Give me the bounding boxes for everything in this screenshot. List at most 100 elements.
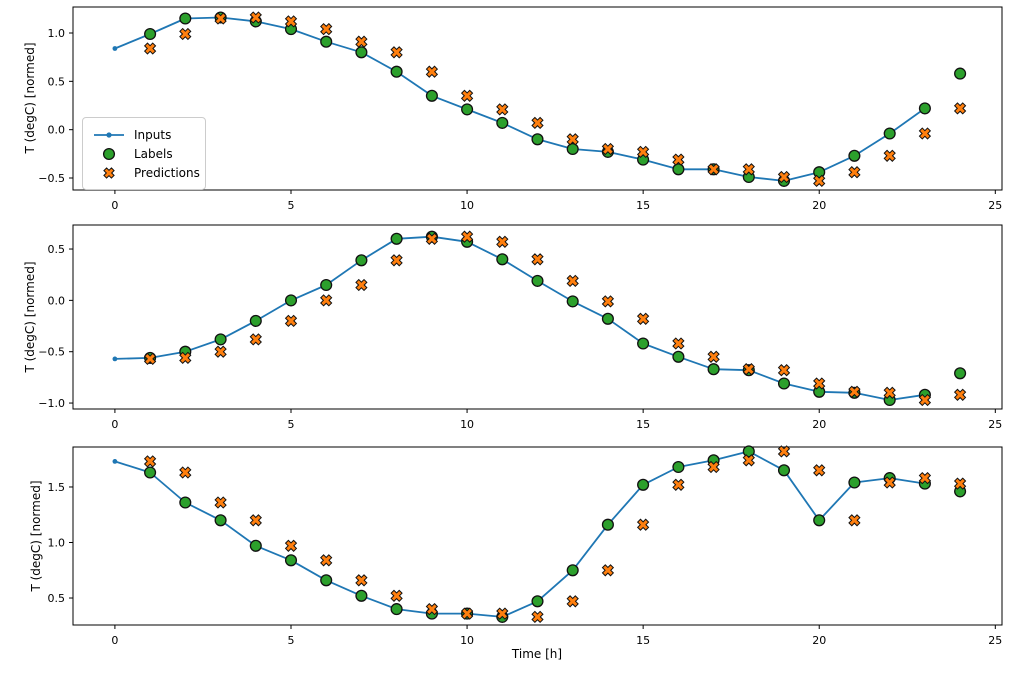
labels-point	[320, 278, 333, 292]
subplot-2: 0 5 10 15 20 25 0.5 0.0 −0.5 −1.0	[38, 224, 1003, 431]
labels-point	[672, 460, 685, 474]
predictions-point	[672, 337, 685, 350]
labels-point	[355, 589, 368, 602]
labels-point	[249, 539, 262, 552]
inputs-point	[112, 459, 118, 464]
x-axis-label: Time [h]	[511, 647, 563, 661]
legend-label-labels: Labels	[134, 147, 173, 161]
labels-point	[707, 363, 720, 376]
y-tick-label: −1.0	[38, 397, 65, 410]
legend-label-predictions: Predictions	[134, 166, 200, 180]
predictions-point	[425, 65, 439, 78]
labels-point	[954, 367, 967, 380]
y-tick-label: 1.0	[48, 27, 66, 40]
predictions-point	[320, 554, 333, 567]
predictions-point	[883, 149, 896, 162]
predictions-point	[672, 478, 685, 491]
predictions-point	[636, 312, 650, 325]
y-tick-label: −0.5	[38, 172, 65, 185]
legend-item-predictions: Predictions	[92, 164, 200, 182]
x-tick-label: 25	[988, 634, 1002, 647]
axes-box	[72, 224, 1003, 410]
labels-point	[425, 89, 438, 102]
labels-point	[672, 163, 685, 176]
predictions-point	[143, 42, 157, 55]
predictions-point	[601, 295, 615, 308]
inputs-line	[114, 450, 926, 618]
predictions-point	[707, 350, 720, 363]
x-tick-label: 15	[636, 634, 650, 647]
predictions-point	[460, 230, 474, 243]
legend-item-inputs: Inputs	[92, 126, 196, 144]
predictions-point	[143, 352, 157, 366]
labels-point	[601, 518, 614, 531]
y-tick-label: 0.5	[48, 75, 66, 88]
y-tick-label: 0.0	[48, 294, 66, 307]
predictions-point	[496, 235, 509, 248]
predictions-point	[496, 607, 509, 620]
predictions-point	[179, 466, 192, 479]
series-labels	[144, 11, 967, 187]
predictions-point	[566, 133, 579, 146]
labels-point	[284, 294, 298, 307]
predictions-point	[355, 278, 368, 292]
y-tick-label: 0.0	[48, 124, 66, 137]
predictions-point	[284, 314, 298, 328]
predictions-point	[848, 514, 861, 527]
subplot-3: 0 5 10 15 20 25 1.5 1.0 0.5	[48, 445, 1003, 647]
labels-point	[249, 314, 262, 327]
predictions-point	[566, 595, 579, 608]
labels-point	[390, 65, 403, 78]
x-tick-label: 0	[111, 418, 118, 431]
predictions-point	[179, 27, 192, 41]
predictions-point	[179, 351, 192, 365]
y-tick-label: 0.5	[48, 592, 66, 605]
labels-point	[848, 476, 861, 489]
labels-point	[531, 595, 544, 608]
predictions-point	[214, 12, 227, 25]
labels-point	[531, 274, 544, 287]
labels-point	[496, 253, 509, 266]
labels-point	[777, 464, 791, 477]
predictions-point	[953, 388, 967, 401]
predictions-point	[672, 153, 685, 166]
predictions-point	[813, 464, 826, 477]
predictions-point	[320, 22, 333, 36]
y-axis-label-subplot-3: T (degC) [normed]	[29, 480, 43, 592]
x-tick-label: 20	[812, 199, 826, 212]
labels-point	[214, 333, 227, 346]
labels-point	[320, 35, 333, 48]
predictions-point	[742, 363, 755, 376]
labels-point	[777, 377, 791, 390]
predictions-point	[918, 393, 932, 407]
predictions-point	[566, 274, 579, 288]
subplot-1: 0 5 10 15 20 25 1.0 0.5 0.0 −0.5	[38, 6, 1003, 212]
labels-point	[566, 295, 579, 308]
predictions-point	[214, 496, 227, 509]
predictions-point	[707, 163, 720, 176]
labels-point	[918, 102, 931, 115]
x-tick-label: 5	[287, 199, 294, 212]
predictions-point	[390, 254, 403, 267]
labels-point	[390, 603, 403, 616]
y-tick-label: 1.5	[48, 481, 66, 494]
predictions-point	[777, 445, 791, 458]
predictions-point	[320, 294, 333, 307]
predictions-point	[777, 170, 791, 184]
predictions-point	[848, 166, 861, 179]
labels-point	[637, 337, 650, 350]
legend-label-inputs: Inputs	[134, 128, 172, 142]
predictions-point	[531, 116, 544, 130]
predictions-point	[249, 11, 262, 24]
legend: Inputs Labels Predictions	[82, 117, 206, 190]
predictions-point	[531, 610, 544, 624]
x-tick-label: 25	[988, 199, 1002, 212]
labels-point	[601, 312, 614, 325]
predictions-point	[918, 471, 932, 485]
predictions-point	[249, 333, 262, 346]
labels-point	[672, 350, 685, 363]
predictions-point	[284, 15, 298, 28]
predictions-point	[425, 232, 439, 245]
y-tick-label: 1.0	[48, 536, 66, 549]
predictions-point	[531, 253, 544, 266]
